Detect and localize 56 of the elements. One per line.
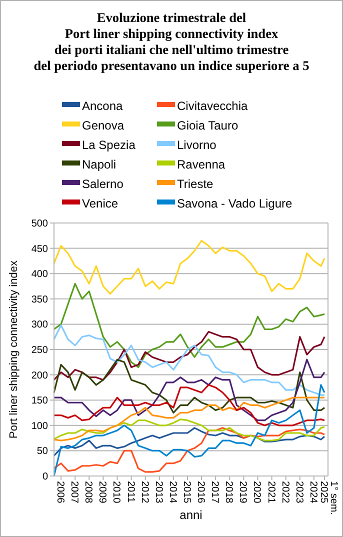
- legend-label: Savona - Vado Ligure: [177, 196, 293, 210]
- x-tick-label: 2024: [307, 481, 318, 504]
- y-tick-label: 400: [31, 269, 48, 280]
- x-tick-label: 2015: [180, 481, 192, 504]
- y-tick-label: 150: [31, 396, 48, 407]
- chart-title: Evoluzione trimestrale del Port liner shipping connectivity index dei porti italiani che nell'ultimo trimestre del periodo presentavano un indice superiore a 5: [34, 10, 310, 73]
- x-tick-label: 2021: [265, 481, 276, 504]
- line-series: [53, 324, 326, 396]
- x-tick-label: 2017: [209, 481, 220, 504]
- x-tick-label: 1° sem. 2025: [318, 481, 339, 516]
- legend-label: Gioia Tauro: [177, 118, 238, 132]
- line-series: [53, 427, 326, 473]
- line-series: [53, 384, 326, 477]
- y-axis-title: Port liner shipping connectivity index: [8, 260, 20, 438]
- y-tick-label: 300: [31, 320, 48, 331]
- x-tick-label: 2014: [166, 481, 178, 504]
- line-series: [53, 330, 326, 381]
- x-tick-label: 2018: [223, 481, 234, 504]
- line-series: [53, 240, 326, 295]
- legend-label: Ravenna: [177, 158, 226, 172]
- y-tick-label: 350: [31, 294, 48, 306]
- y-tick-label: 200: [31, 370, 48, 382]
- legend-label: Livorno: [177, 138, 217, 152]
- legend-label: Civitavecchia: [177, 99, 248, 113]
- x-tick-label: 2016: [195, 481, 206, 504]
- line-series: [53, 282, 326, 368]
- line-series: [53, 427, 326, 457]
- legend-label: Ancona: [82, 99, 124, 113]
- y-tick-label: 50: [36, 446, 48, 458]
- legend-label: La Spezia: [82, 138, 136, 152]
- legend-label: Venice: [82, 196, 118, 210]
- x-tick-label: 2008: [82, 481, 94, 504]
- legend-label: Genova: [82, 118, 124, 132]
- x-tick-label: 2020: [251, 481, 262, 504]
- y-tick-label: 0: [42, 472, 48, 482]
- x-tick-label: 2010: [110, 481, 122, 504]
- legend-label: Trieste: [177, 177, 214, 191]
- x-tick-label: 2019: [237, 481, 248, 504]
- x-tick-label: 2022: [279, 481, 290, 504]
- x-tick-label: 2011: [124, 481, 136, 503]
- x-axis-title: anni: [180, 508, 202, 522]
- y-tick-label: 500: [31, 218, 48, 230]
- x-tick-label: 2023: [293, 481, 304, 504]
- x-tick-label: 2012: [138, 481, 150, 504]
- legend-label: Napoli: [82, 158, 116, 172]
- line-series: [53, 396, 326, 442]
- x-tick-label: 2006: [54, 481, 66, 504]
- y-tick-label: 450: [31, 244, 48, 255]
- x-tick-label: 2013: [152, 481, 164, 504]
- y-tick-label: 250: [31, 345, 48, 356]
- line-series: [53, 384, 326, 426]
- y-tick-label: 100: [31, 420, 48, 432]
- line-series: [53, 418, 326, 442]
- legend-label: Salerno: [82, 177, 124, 191]
- x-tick-label: 2007: [68, 481, 80, 504]
- x-tick-label: 2009: [96, 481, 108, 504]
